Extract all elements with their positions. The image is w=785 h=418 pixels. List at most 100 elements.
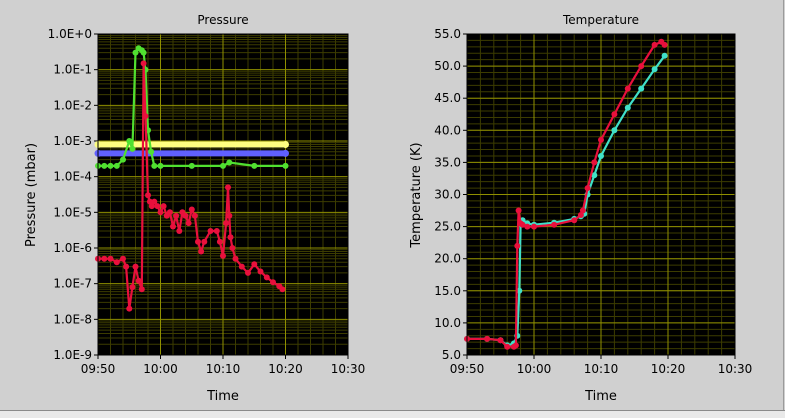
data-point bbox=[591, 172, 598, 179]
data-point bbox=[132, 49, 139, 56]
x-tick-label: 09:50 bbox=[450, 362, 485, 376]
data-point bbox=[173, 212, 180, 219]
series-2 bbox=[95, 45, 289, 169]
data-point bbox=[216, 238, 223, 245]
data-point bbox=[238, 263, 245, 270]
data-point bbox=[151, 198, 158, 205]
x-tick-label: 09:50 bbox=[81, 362, 116, 376]
data-point bbox=[223, 220, 230, 227]
data-point bbox=[182, 212, 189, 219]
status-strip bbox=[0, 410, 785, 418]
data-point bbox=[263, 274, 270, 281]
data-point bbox=[160, 203, 167, 210]
data-point bbox=[220, 162, 226, 169]
plot-border bbox=[466, 33, 736, 356]
y-tick-label: 1.0E-5 bbox=[53, 205, 92, 219]
data-point bbox=[504, 343, 511, 350]
data-point bbox=[279, 286, 286, 293]
x-tick-label: 10:00 bbox=[517, 362, 552, 376]
data-point bbox=[651, 66, 658, 73]
data-point bbox=[138, 286, 145, 293]
data-point bbox=[129, 145, 136, 152]
y-tick-label: 30.0 bbox=[434, 188, 461, 202]
data-point bbox=[107, 255, 114, 262]
x-tick-label: 10:20 bbox=[651, 362, 686, 376]
data-point bbox=[624, 104, 631, 111]
data-point bbox=[611, 111, 618, 118]
data-point bbox=[148, 203, 155, 210]
data-point bbox=[226, 159, 233, 166]
data-point bbox=[519, 221, 526, 228]
x-tick-label: 10:00 bbox=[143, 362, 178, 376]
data-point bbox=[638, 85, 645, 92]
y-tick-label: 40.0 bbox=[434, 123, 461, 137]
data-point bbox=[101, 255, 108, 262]
data-point bbox=[188, 206, 195, 213]
data-point bbox=[132, 263, 139, 270]
y-tick-label: 1.0E+0 bbox=[48, 27, 92, 41]
data-point bbox=[188, 162, 195, 169]
data-point bbox=[101, 162, 108, 169]
data-point bbox=[579, 207, 586, 214]
data-point bbox=[651, 41, 658, 48]
y-tick-label: 10.0 bbox=[434, 316, 461, 330]
y-tick-label: 45.0 bbox=[434, 91, 461, 105]
data-point bbox=[129, 284, 136, 291]
data-point bbox=[198, 248, 205, 255]
data-point bbox=[225, 184, 231, 191]
data-point bbox=[146, 198, 153, 205]
data-point bbox=[270, 279, 276, 286]
data-point bbox=[140, 60, 147, 67]
data-point bbox=[484, 335, 491, 342]
data-point bbox=[515, 207, 522, 214]
data-point bbox=[145, 192, 151, 199]
data-point bbox=[157, 162, 164, 169]
data-point bbox=[176, 228, 183, 234]
data-point bbox=[584, 185, 591, 192]
y-tick-label: 55.0 bbox=[434, 27, 461, 41]
data-point bbox=[514, 242, 521, 249]
data-point bbox=[551, 221, 558, 228]
data-point bbox=[148, 148, 155, 155]
y-tick-label: 1.0E-4 bbox=[53, 170, 92, 184]
data-point bbox=[123, 263, 130, 270]
x-tick-label: 10:10 bbox=[584, 362, 619, 376]
y-axis-label: Pressure (mbar) bbox=[24, 143, 39, 247]
x-tick-label: 10:20 bbox=[268, 362, 303, 376]
data-point bbox=[611, 127, 618, 134]
y-tick-label: 35.0 bbox=[434, 155, 461, 169]
data-point bbox=[282, 149, 289, 157]
data-point bbox=[624, 85, 631, 92]
data-point bbox=[512, 342, 519, 349]
y-tick-label: 1.0E-6 bbox=[53, 241, 92, 255]
data-point bbox=[577, 212, 584, 218]
data-point bbox=[207, 228, 214, 234]
y-tick-label: 1.0E-8 bbox=[53, 312, 92, 326]
data-point bbox=[251, 261, 258, 268]
data-point bbox=[226, 212, 233, 219]
y-tick-label: 20.0 bbox=[434, 252, 461, 266]
data-point bbox=[185, 220, 192, 227]
x-tick-label: 10:10 bbox=[206, 362, 241, 376]
data-point bbox=[638, 63, 645, 70]
data-point bbox=[195, 238, 201, 245]
data-point bbox=[571, 217, 578, 224]
data-point bbox=[107, 162, 114, 169]
y-tick-label: 1.0E-7 bbox=[53, 277, 92, 291]
plot-border bbox=[97, 33, 349, 356]
series-1 bbox=[464, 38, 668, 350]
data-point bbox=[126, 305, 133, 312]
data-point bbox=[157, 209, 164, 216]
data-point bbox=[232, 255, 239, 262]
data-point bbox=[661, 41, 668, 48]
data-point bbox=[191, 212, 198, 219]
data-point bbox=[120, 156, 126, 163]
data-point bbox=[201, 238, 208, 245]
data-point bbox=[135, 277, 142, 284]
data-point bbox=[142, 113, 149, 120]
data-point bbox=[497, 337, 504, 344]
data-point bbox=[282, 141, 289, 148]
x-axis-label: Time bbox=[206, 389, 239, 404]
data-point bbox=[151, 162, 158, 169]
